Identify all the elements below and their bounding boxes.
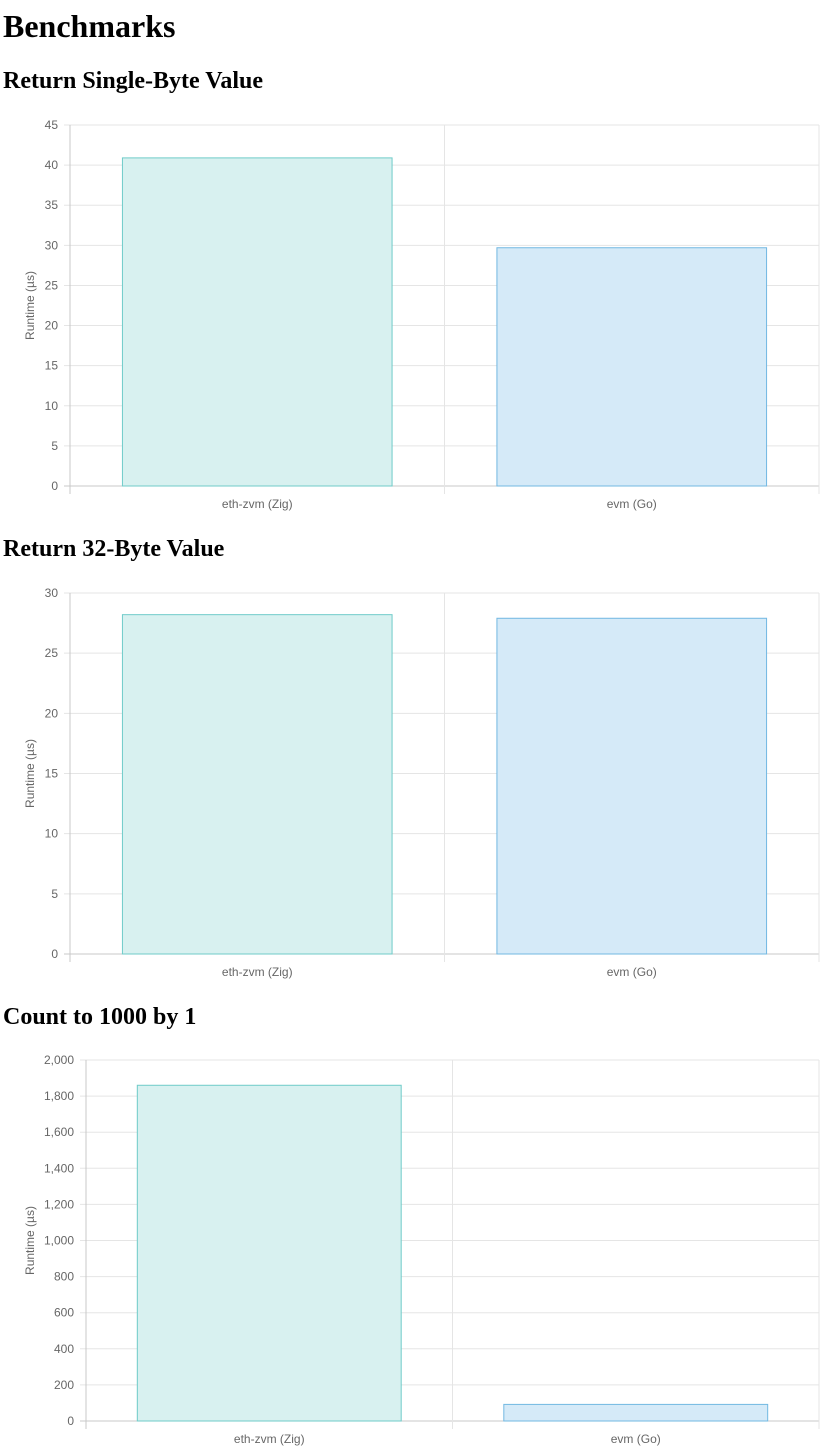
y-tick-label: 10 — [45, 827, 59, 841]
y-axis-title: Runtime (µs) — [23, 1206, 37, 1275]
y-tick-label: 5 — [51, 439, 58, 453]
x-tick-label: evm (Go) — [607, 965, 657, 979]
bar-eth-zvm-zig — [136, 1084, 402, 1422]
chart-title-32-byte: Return 32-Byte Value — [3, 536, 225, 562]
x-tick-label: evm (Go) — [611, 1432, 661, 1446]
y-tick-label: 35 — [45, 198, 59, 212]
x-tick-label: eth-zvm (Zig) — [222, 497, 293, 511]
x-tick-label: eth-zvm (Zig) — [234, 1432, 305, 1446]
y-tick-label: 20 — [45, 319, 59, 333]
y-tick-label: 25 — [45, 646, 59, 660]
y-tick-label: 25 — [45, 278, 59, 292]
y-tick-label: 800 — [54, 1270, 74, 1284]
bar-chart-single-byte: 0 5 10 15 20 25 30 35 40 45 eth-zvm (Zig) evm (Go) R… — [23, 118, 820, 511]
x-tick-label: evm (Go) — [607, 497, 657, 511]
bar-chart-32-byte: 0 5 10 15 20 25 30 eth-zvm (Zig) evm (Go) Runtime… — [23, 586, 820, 979]
y-tick-label: 1,000 — [44, 1234, 74, 1248]
y-tick-label: 15 — [45, 767, 59, 781]
bar-eth-zvm-zig — [121, 157, 393, 487]
y-tick-label: 400 — [54, 1342, 74, 1356]
y-tick-label: 0 — [51, 947, 58, 961]
bar-evm-go — [496, 247, 768, 487]
chart-title-count-1000: Count to 1000 by 1 — [3, 1004, 197, 1030]
page-title: Benchmarks — [3, 8, 176, 44]
y-tick-label: 30 — [45, 238, 59, 252]
y-tick-label: 1,200 — [44, 1197, 74, 1211]
y-axis-title: Runtime (µs) — [23, 271, 37, 340]
y-tick-label: 1,400 — [44, 1161, 74, 1175]
y-tick-label: 2,000 — [44, 1053, 74, 1067]
bar-chart-count-1000: 0 200 400 600 800 1,000 1,200 1,400 1,600 1,800 2,… — [23, 1053, 820, 1446]
y-tick-label: 15 — [45, 359, 59, 373]
y-tick-label: 5 — [51, 887, 58, 901]
y-tick-label: 45 — [45, 118, 59, 132]
y-axis-title: Runtime (µs) — [23, 739, 37, 808]
bar-eth-zvm-zig — [121, 614, 393, 955]
y-tick-label: 600 — [54, 1306, 74, 1320]
y-tick-label: 0 — [51, 479, 58, 493]
y-tick-label: 200 — [54, 1378, 74, 1392]
y-tick-label: 10 — [45, 399, 59, 413]
chart-title-single-byte: Return Single-Byte Value — [3, 68, 264, 94]
y-tick-label: 1,600 — [44, 1125, 74, 1139]
y-tick-label: 30 — [45, 586, 59, 600]
x-tick-label: eth-zvm (Zig) — [222, 965, 293, 979]
y-tick-label: 20 — [45, 706, 59, 720]
y-tick-label: 40 — [45, 158, 59, 172]
y-tick-label: 1,800 — [44, 1089, 74, 1103]
bar-evm-go — [496, 617, 768, 955]
bar-evm-go — [503, 1403, 769, 1422]
y-tick-label: 0 — [67, 1414, 74, 1428]
